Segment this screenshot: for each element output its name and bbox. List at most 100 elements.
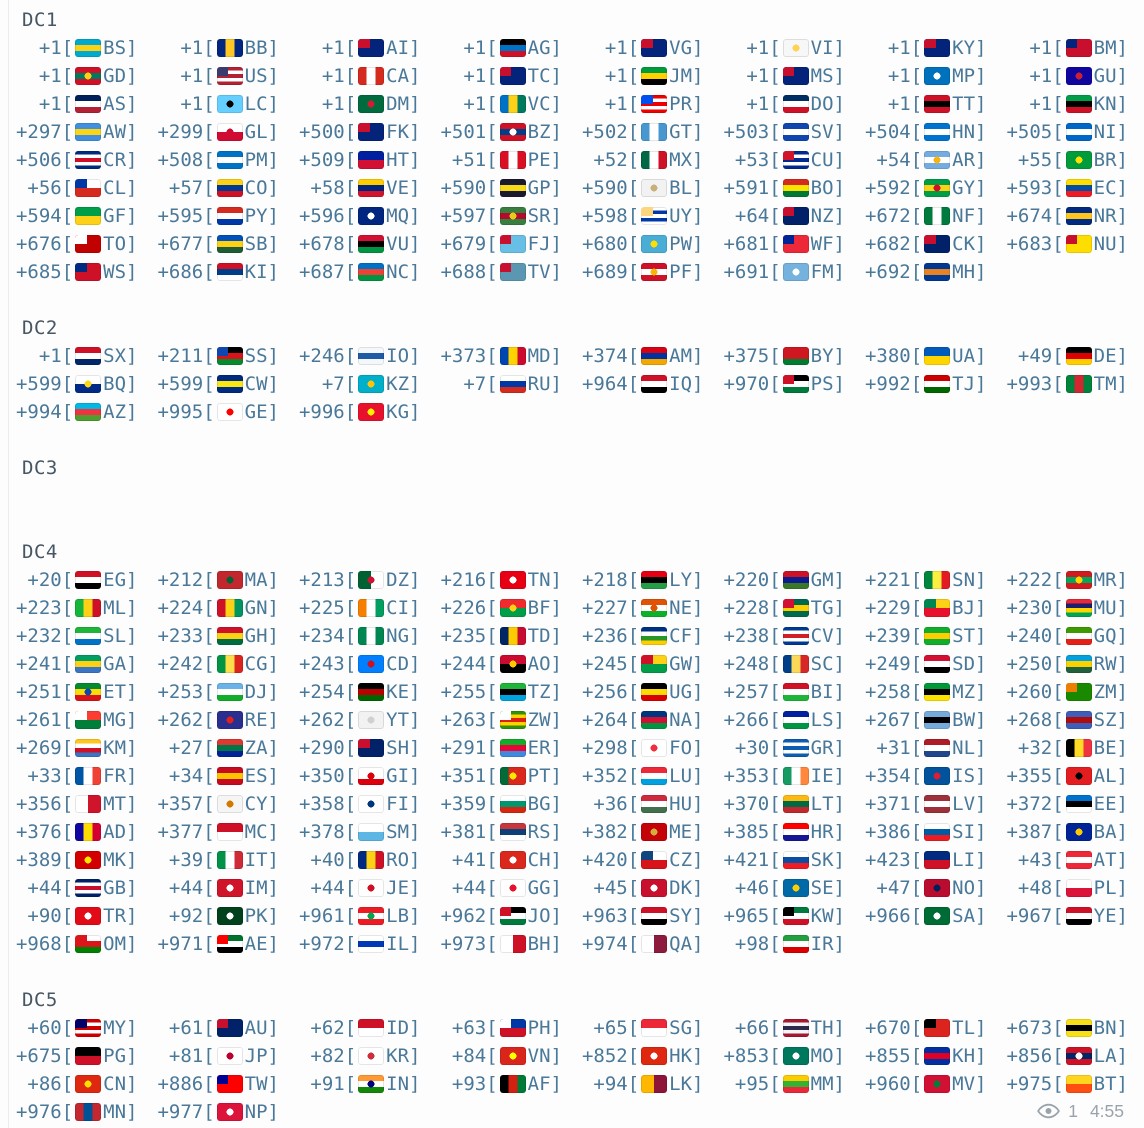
dial-code-entry[interactable]: +290[SH] <box>291 734 433 762</box>
dial-code-entry[interactable]: +254[KE] <box>291 678 433 706</box>
dial-code-entry[interactable]: +375[BY] <box>716 342 858 370</box>
dial-code-entry[interactable]: +355[AL] <box>999 762 1141 790</box>
dial-code-entry[interactable]: +266[LS] <box>716 706 858 734</box>
dial-code-entry[interactable]: +230[MU] <box>999 594 1141 622</box>
dial-code-entry[interactable]: +262[YT] <box>291 706 433 734</box>
dial-code-entry[interactable]: +246[IO] <box>291 342 433 370</box>
dial-code-entry[interactable]: +356[MT] <box>8 790 150 818</box>
dial-code-entry[interactable]: +269[KM] <box>8 734 150 762</box>
dial-code-entry[interactable]: +51[PE] <box>433 146 575 174</box>
dial-code-entry[interactable]: +689[PF] <box>574 258 716 286</box>
dial-code-entry[interactable]: +504[HN] <box>857 118 999 146</box>
dial-code-entry[interactable]: +376[AD] <box>8 818 150 846</box>
dial-code-entry[interactable]: +977[NP] <box>150 1098 292 1126</box>
dial-code-entry[interactable]: +672[NF] <box>857 202 999 230</box>
dial-code-entry[interactable]: +687[NC] <box>291 258 433 286</box>
dial-code-entry[interactable]: +692[MH] <box>857 258 999 286</box>
dial-code-entry[interactable]: +297[AW] <box>8 118 150 146</box>
dial-code-entry[interactable]: +592[GY] <box>857 174 999 202</box>
dial-code-entry[interactable]: +84[VN] <box>433 1042 575 1070</box>
dial-code-entry[interactable]: +1[VI] <box>716 34 858 62</box>
dial-code-entry[interactable]: +81[JP] <box>150 1042 292 1070</box>
dial-code-entry[interactable]: +95[MM] <box>716 1070 858 1098</box>
dial-code-entry[interactable]: +691[FM] <box>716 258 858 286</box>
dial-code-entry[interactable]: +243[CD] <box>291 650 433 678</box>
dial-code-entry[interactable]: +225[CI] <box>291 594 433 622</box>
dial-code-entry[interactable]: +49[DE] <box>999 342 1141 370</box>
dial-code-entry[interactable]: +251[ET] <box>8 678 150 706</box>
dial-code-entry[interactable]: +1[DM] <box>291 90 433 118</box>
dial-code-entry[interactable]: +1[CA] <box>291 62 433 90</box>
dial-code-entry[interactable]: +972[IL] <box>291 930 433 958</box>
dial-code-entry[interactable]: +962[JO] <box>433 902 575 930</box>
dial-code-entry[interactable]: +1[LC] <box>150 90 292 118</box>
dial-code-entry[interactable]: +597[SR] <box>433 202 575 230</box>
dial-code-entry[interactable]: +244[AO] <box>433 650 575 678</box>
dial-code-entry[interactable]: +996[KG] <box>291 398 433 426</box>
dial-code-entry[interactable]: +380[UA] <box>857 342 999 370</box>
dial-code-entry[interactable]: +1[TT] <box>857 90 999 118</box>
dial-code-entry[interactable]: +382[ME] <box>574 818 716 846</box>
dial-code-entry[interactable]: +98[IR] <box>716 930 858 958</box>
dial-code-entry[interactable]: +596[MQ] <box>291 202 433 230</box>
dial-code-entry[interactable]: +223[ML] <box>8 594 150 622</box>
dial-code-entry[interactable]: +1[VC] <box>433 90 575 118</box>
dial-code-entry[interactable]: +94[LK] <box>574 1070 716 1098</box>
dial-code-entry[interactable]: +1[SX] <box>8 342 150 370</box>
dial-code-entry[interactable]: +44[JE] <box>291 874 433 902</box>
dial-code-entry[interactable]: +240[GQ] <box>999 622 1141 650</box>
dial-code-entry[interactable]: +291[ER] <box>433 734 575 762</box>
dial-code-entry[interactable]: +509[HT] <box>291 146 433 174</box>
dial-code-entry[interactable]: +960[MV] <box>857 1070 999 1098</box>
dial-code-entry[interactable]: +53[CU] <box>716 146 858 174</box>
dial-code-entry[interactable]: +595[PY] <box>150 202 292 230</box>
dial-code-entry[interactable]: +677[SB] <box>150 230 292 258</box>
dial-code-entry[interactable]: +48[PL] <box>999 874 1141 902</box>
dial-code-entry[interactable]: +31[NL] <box>857 734 999 762</box>
dial-code-entry[interactable]: +220[GM] <box>716 566 858 594</box>
dial-code-entry[interactable]: +386[SI] <box>857 818 999 846</box>
dial-code-entry[interactable]: +263[ZW] <box>433 706 575 734</box>
dial-code-entry[interactable]: +679[FJ] <box>433 230 575 258</box>
dial-code-entry[interactable]: +1[GU] <box>999 62 1141 90</box>
dial-code-entry[interactable]: +594[GF] <box>8 202 150 230</box>
dial-code-entry[interactable]: +374[AM] <box>574 342 716 370</box>
dial-code-entry[interactable]: +268[SZ] <box>999 706 1141 734</box>
dial-code-entry[interactable]: +54[AR] <box>857 146 999 174</box>
dial-code-entry[interactable]: +63[PH] <box>433 1014 575 1042</box>
dial-code-entry[interactable]: +20[EG] <box>8 566 150 594</box>
dial-code-entry[interactable]: +370[LT] <box>716 790 858 818</box>
dial-code-entry[interactable]: +1[US] <box>150 62 292 90</box>
dial-code-entry[interactable]: +55[BR] <box>999 146 1141 174</box>
dial-code-entry[interactable]: +222[MR] <box>999 566 1141 594</box>
dial-code-entry[interactable]: +258[MZ] <box>857 678 999 706</box>
dial-code-entry[interactable]: +91[IN] <box>291 1070 433 1098</box>
dial-code-entry[interactable]: +65[SG] <box>574 1014 716 1042</box>
dial-code-entry[interactable]: +372[EE] <box>999 790 1141 818</box>
dial-code-entry[interactable]: +236[CF] <box>574 622 716 650</box>
dial-code-entry[interactable]: +963[SY] <box>574 902 716 930</box>
dial-code-entry[interactable]: +500[FK] <box>291 118 433 146</box>
dial-code-entry[interactable]: +683[NU] <box>999 230 1141 258</box>
dial-code-entry[interactable]: +255[TZ] <box>433 678 575 706</box>
dial-code-entry[interactable]: +1[BM] <box>999 34 1141 62</box>
dial-code-entry[interactable]: +30[GR] <box>716 734 858 762</box>
dial-code-entry[interactable]: +1[DO] <box>716 90 858 118</box>
dial-code-entry[interactable]: +688[TV] <box>433 258 575 286</box>
dial-code-entry[interactable]: +501[BZ] <box>433 118 575 146</box>
dial-code-entry[interactable]: +60[MY] <box>8 1014 150 1042</box>
dial-code-entry[interactable]: +93[AF] <box>433 1070 575 1098</box>
dial-code-entry[interactable]: +420[CZ] <box>574 846 716 874</box>
dial-code-entry[interactable]: +1[JM] <box>574 62 716 90</box>
dial-code-entry[interactable]: +1[PR] <box>574 90 716 118</box>
dial-code-entry[interactable]: +58[VE] <box>291 174 433 202</box>
dial-code-entry[interactable]: +381[RS] <box>433 818 575 846</box>
dial-code-entry[interactable]: +241[GA] <box>8 650 150 678</box>
dial-code-entry[interactable]: +216[TN] <box>433 566 575 594</box>
dial-code-entry[interactable]: +212[MA] <box>150 566 292 594</box>
dial-code-entry[interactable]: +229[BJ] <box>857 594 999 622</box>
dial-code-entry[interactable]: +350[GI] <box>291 762 433 790</box>
dial-code-entry[interactable]: +82[KR] <box>291 1042 433 1070</box>
dial-code-entry[interactable]: +253[DJ] <box>150 678 292 706</box>
dial-code-entry[interactable]: +62[ID] <box>291 1014 433 1042</box>
